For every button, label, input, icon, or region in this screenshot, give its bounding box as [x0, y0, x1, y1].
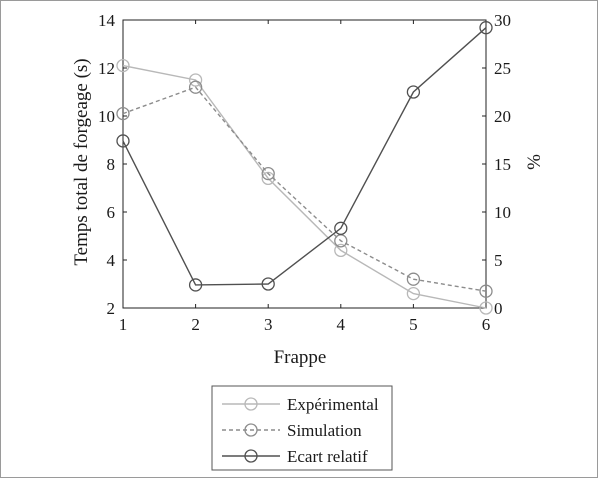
- data-point-experimental: [334, 243, 348, 258]
- series-line-simulation: [122, 86, 487, 292]
- left-y-axis-label: Temps total de forgeage (s): [71, 58, 92, 265]
- x-tick-label: 3: [264, 315, 273, 334]
- legend-marker-simulation: [244, 423, 258, 437]
- data-point-ecart-relatif: [334, 221, 348, 235]
- x-tick-label: 1: [119, 315, 128, 334]
- left-y-tick-label: 8: [107, 155, 116, 174]
- legend-marker-experimental: [244, 397, 258, 411]
- legend-label-simulation: Simulation: [287, 421, 362, 440]
- series-line-ecart-relatif: [122, 27, 487, 286]
- x-tick-label: 2: [191, 315, 200, 334]
- left-y-tick-label: 10: [98, 107, 115, 126]
- x-tick-label: 4: [337, 315, 346, 334]
- data-point-ecart-relatif: [479, 21, 493, 35]
- left-y-tick-label: 12: [98, 59, 115, 78]
- data-point-ecart-relatif: [116, 134, 130, 148]
- x-tick-label: 6: [482, 315, 491, 334]
- data-point-simulation: [261, 166, 275, 181]
- data-point-experimental: [479, 301, 493, 315]
- data-point-ecart-relatif: [406, 85, 421, 99]
- data-point-simulation: [116, 106, 130, 121]
- right-y-tick-label: 20: [494, 107, 511, 126]
- left-y-tick-label: 4: [107, 251, 116, 270]
- legend-label-experimental: Expérimental: [287, 395, 379, 414]
- data-point-simulation: [406, 272, 421, 286]
- legend: Expérimental Simulation Ecart relatif: [211, 385, 393, 471]
- legend-marker-ecart-relatif: [244, 449, 258, 463]
- data-point-experimental: [406, 286, 421, 301]
- right-y-tick-label: 25: [494, 59, 511, 78]
- x-axis-label: Frappe: [274, 347, 327, 368]
- right-y-tick-label: 30: [494, 11, 511, 30]
- x-tick-label: 5: [409, 315, 418, 334]
- data-point-ecart-relatif: [188, 278, 203, 292]
- right-y-tick-label: 10: [494, 203, 511, 222]
- legend-label-ecart-relatif: Ecart relatif: [287, 447, 368, 466]
- left-y-tick-label: 14: [98, 11, 116, 30]
- left-y-tick-label: 6: [107, 203, 116, 222]
- right-y-axis-label: %: [524, 154, 545, 170]
- right-y-tick-label: 15: [494, 155, 511, 174]
- data-point-experimental: [116, 58, 130, 73]
- left-y-tick-label: 2: [107, 299, 116, 318]
- series-line-experimental: [122, 64, 487, 309]
- right-y-tick-label: 5: [494, 251, 503, 270]
- data-point-simulation: [188, 80, 203, 94]
- data-point-ecart-relatif: [261, 277, 275, 291]
- data-point-experimental: [188, 73, 203, 87]
- data-point-simulation: [479, 284, 493, 298]
- right-y-tick-label: 0: [494, 299, 503, 318]
